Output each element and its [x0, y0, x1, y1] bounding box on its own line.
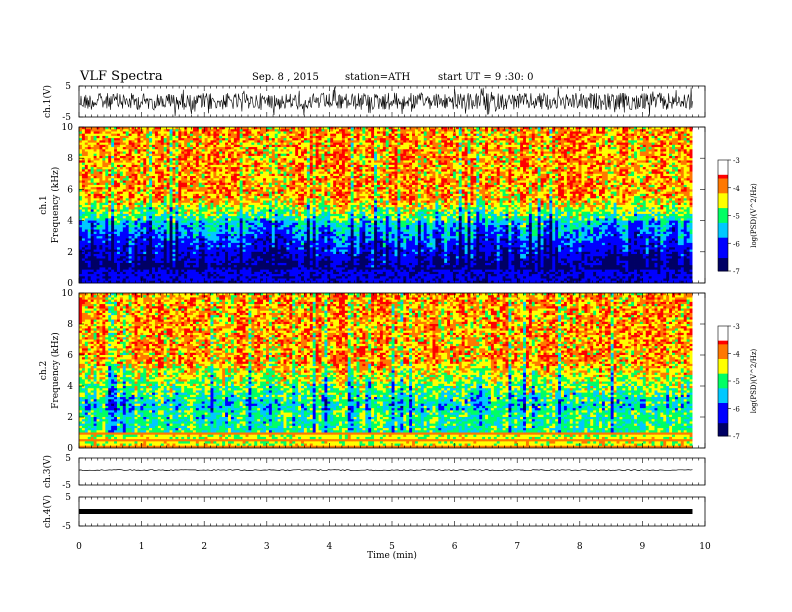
xtick-2: 2	[201, 542, 207, 552]
ytick-ch3-waveform-1: -5	[62, 481, 71, 491]
ytick-ch2-spectrogram-0: 0	[67, 444, 73, 454]
waveform-trace-ch4-waveform	[79, 509, 692, 514]
waveform-trace-ch3-waveform	[79, 470, 693, 471]
xtick-10: 10	[699, 542, 711, 552]
ytick-ch2-spectrogram-1: 2	[67, 413, 73, 423]
colorbar-tick-ch2-spectrogram-3: -6	[733, 406, 740, 414]
spectrogram-ch2-spectrogram	[79, 293, 693, 448]
colorbar-label-ch2-spectrogram: log(PSD)(V^2/Hz)	[750, 348, 758, 413]
ytick-ch3-waveform-0: 5	[65, 454, 71, 464]
ytick-ch1-spectrogram-4: 8	[67, 154, 73, 164]
ytick-ch1-spectrogram-0: 0	[67, 279, 73, 289]
colorbar-label-ch1-spectrogram: log(PSD)(V^2/Hz)	[750, 183, 758, 248]
colorbar-tick-ch1-spectrogram-0: -3	[733, 157, 740, 165]
ytick-ch4-waveform-1: -5	[62, 522, 71, 532]
ytick-ch1-spectrogram-3: 6	[67, 185, 73, 195]
xtick-0: 0	[76, 542, 82, 552]
vlf-spectra-figure: 5-5ch.1(V)0246810ch.1 Frequency (kHz)-3-4…	[0, 0, 792, 612]
ylabel-channel-ch1-spectrogram: ch.1	[39, 195, 49, 214]
ylabel-channel-ch2-spectrogram: ch.2	[39, 361, 49, 380]
ylabel-ch1-waveform: ch.1(V)	[42, 85, 53, 118]
xtick-4: 4	[327, 542, 333, 552]
ylabel-ch4-waveform: ch.4(V)	[42, 495, 53, 528]
ytick-ch1-waveform-0: 5	[65, 82, 71, 92]
ytick-ch2-spectrogram-4: 8	[67, 320, 73, 330]
colorbar-tick-ch2-spectrogram-1: -4	[733, 351, 740, 359]
xtick-3: 3	[264, 542, 270, 552]
spectrogram-ch1-spectrogram	[79, 127, 693, 283]
colorbar-tick-ch2-spectrogram-0: -3	[733, 323, 740, 331]
ytick-ch2-spectrogram-3: 6	[67, 351, 73, 361]
ytick-ch1-waveform-1: -5	[62, 113, 71, 123]
colorbar-tick-ch2-spectrogram-4: -7	[733, 433, 740, 441]
ylabel-ch1-spectrogram: Frequency (kHz)	[50, 167, 61, 244]
ytick-ch2-spectrogram-2: 4	[67, 382, 73, 392]
xtick-1: 1	[139, 542, 145, 552]
xtick-6: 6	[452, 542, 458, 552]
waveform-trace-ch1-waveform	[79, 87, 693, 116]
ytick-ch1-spectrogram-2: 4	[67, 217, 73, 227]
ylabel-ch2-spectrogram: Frequency (kHz)	[50, 332, 61, 409]
ytick-ch1-spectrogram-5: 10	[62, 123, 74, 133]
xaxis-label: Time (min)	[367, 550, 417, 561]
colorbar-tick-ch2-spectrogram-2: -5	[733, 378, 740, 386]
colorbar-tick-ch1-spectrogram-4: -7	[733, 268, 740, 276]
ytick-ch1-spectrogram-1: 2	[67, 248, 73, 258]
colorbar-tick-ch1-spectrogram-1: -4	[733, 185, 740, 193]
xtick-9: 9	[640, 542, 646, 552]
colorbar-tick-ch1-spectrogram-2: -5	[733, 213, 740, 221]
ytick-ch2-spectrogram-5: 10	[62, 289, 74, 299]
xtick-8: 8	[577, 542, 583, 552]
colorbar-tick-ch1-spectrogram-3: -6	[733, 240, 740, 248]
xtick-7: 7	[514, 542, 520, 552]
ytick-ch4-waveform-0: 5	[65, 493, 71, 503]
ylabel-ch3-waveform: ch.3(V)	[42, 455, 53, 488]
